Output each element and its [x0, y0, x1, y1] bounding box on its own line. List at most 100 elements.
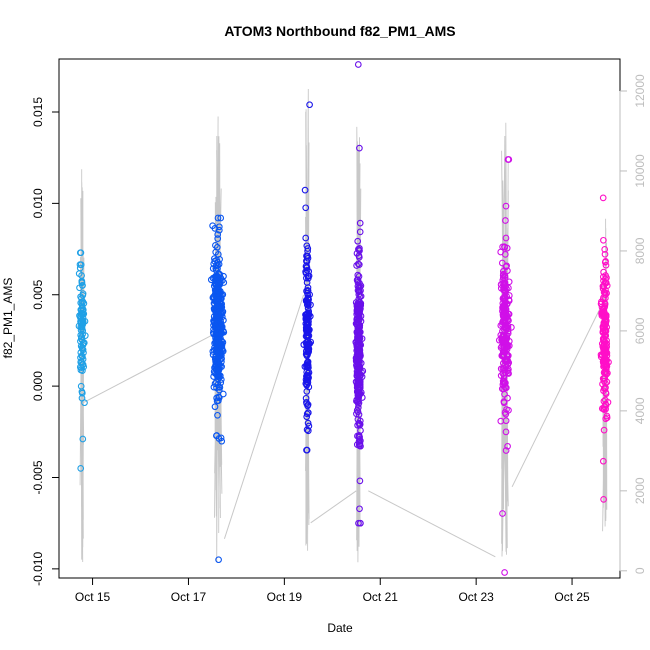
data-point: [357, 519, 364, 527]
data-point: [505, 278, 513, 286]
data-point: [502, 217, 509, 224]
data-point: [497, 372, 505, 379]
y-axis: -0.010 -0.005 0.000 0.005 0.010 0.015: [31, 97, 60, 586]
data-point: [497, 344, 505, 351]
data-point: [355, 341, 363, 348]
data-point: [600, 362, 608, 369]
x-axis-label: Date: [327, 621, 353, 635]
data-point: [599, 329, 607, 336]
data-point: [501, 390, 508, 398]
y-tick-label: -0.005: [31, 460, 45, 494]
data-point: [358, 335, 366, 342]
x-tick-label: Oct 19: [267, 590, 303, 604]
data-point: [303, 363, 310, 371]
data-point: [215, 556, 222, 564]
data-point: [304, 254, 312, 262]
data-point: [215, 288, 223, 295]
data-point: [354, 61, 362, 68]
data-point: [355, 327, 363, 334]
data-point: [207, 276, 215, 284]
data-point: [214, 411, 221, 419]
data-point: [303, 380, 311, 388]
data-point: [213, 304, 221, 312]
data-point: [499, 351, 507, 359]
x-axis: Oct 15 Oct 17 Oct 19 Oct 21 Oct 23 Oct 25: [75, 577, 590, 604]
data-point: [497, 365, 505, 373]
data-point: [354, 324, 362, 331]
data-point: [601, 328, 609, 336]
data-point: [600, 321, 608, 328]
y-axis-label: f82_PM1_AMS: [1, 278, 15, 359]
data-point: [301, 186, 309, 194]
data-point: [356, 477, 364, 485]
data-point: [218, 310, 226, 318]
data-point: [78, 388, 86, 396]
data-point: [603, 274, 610, 282]
data-point: [215, 303, 222, 310]
data-point: [79, 306, 87, 314]
data-point: [503, 406, 510, 413]
data-point: [501, 318, 509, 326]
data-point: [502, 428, 510, 436]
data-point: [356, 421, 363, 429]
data-point: [353, 308, 361, 315]
data-point: [213, 336, 221, 344]
data-point: [302, 234, 310, 242]
data-point: [499, 310, 507, 318]
data-point: [356, 353, 363, 360]
data-point: [501, 569, 508, 576]
data-point: [502, 410, 510, 418]
data-point: [354, 365, 362, 372]
data-point: [354, 421, 361, 429]
data-point: [600, 268, 607, 276]
x-tick-label: Oct 23: [458, 590, 494, 604]
data-point: [354, 330, 362, 338]
data-point: [304, 409, 312, 417]
data-point: [215, 271, 222, 278]
data-point: [603, 414, 611, 422]
data-point: [500, 398, 508, 405]
data-point: [600, 311, 607, 318]
data-point: [211, 255, 218, 262]
data-point: [602, 261, 610, 269]
data-point: [77, 249, 85, 257]
data-point: [357, 292, 365, 300]
data-point: [212, 242, 219, 249]
data-point: [501, 279, 509, 286]
data-point: [78, 352, 86, 360]
data-point: [214, 235, 222, 242]
data-point: [304, 332, 312, 340]
data-point: [218, 337, 226, 345]
data-point: [355, 316, 363, 324]
data-point: [78, 394, 86, 402]
data-point: [213, 394, 220, 402]
data-point: [304, 325, 311, 333]
data-point: [355, 261, 363, 268]
data-point: [77, 312, 85, 320]
data-point: [602, 405, 609, 413]
y2-tick-label: 6000: [633, 317, 647, 344]
data-point: [355, 411, 363, 418]
data-point: [353, 369, 361, 377]
data-point: [303, 373, 311, 380]
altitude-connector-1: [223, 294, 305, 539]
data-point: [303, 400, 311, 407]
y2-tick-label: 10000: [633, 154, 647, 188]
series-flight-1: [75, 249, 89, 472]
data-point: [504, 267, 511, 275]
data-point: [217, 214, 225, 222]
data-point: [214, 214, 222, 222]
data-point: [79, 355, 87, 363]
data-point: [604, 398, 612, 406]
secondary-y-axis: 0 2000 4000 6000 8000 10000 12000: [619, 74, 647, 574]
data-point: [498, 333, 506, 341]
data-point: [502, 234, 510, 242]
data-point: [504, 442, 511, 450]
data-point: [209, 265, 217, 272]
data-point: [354, 237, 362, 245]
data-point: [76, 284, 83, 292]
data-point: [602, 345, 610, 352]
y2-tick-label: 8000: [633, 237, 647, 264]
data-point: [219, 339, 227, 346]
data-point: [500, 344, 508, 352]
